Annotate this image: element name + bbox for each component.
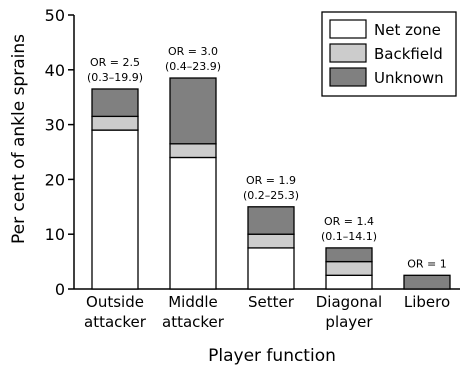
bar-segment-backfield: [91, 115, 139, 131]
legend-swatch: [329, 67, 367, 87]
x-tick-label: player: [325, 313, 373, 331]
bar-segment-unknown: [403, 274, 451, 290]
y-tick-label: 50: [45, 6, 65, 25]
bar-segment-net-zone: [91, 129, 139, 290]
annotation-label: OR = 3.0: [168, 45, 218, 58]
legend-entry: Net zone: [374, 21, 441, 39]
bar-segment-net-zone: [325, 274, 373, 290]
x-tick-label: Setter: [248, 293, 295, 311]
x-tick-label: attacker: [162, 313, 225, 331]
x-tick-label: attacker: [84, 313, 147, 331]
y-tick-label: 20: [45, 170, 65, 189]
bar-segment-unknown: [247, 206, 295, 235]
bar-segment-unknown: [91, 88, 139, 118]
bar-segment-net-zone: [169, 156, 217, 290]
category-labels: Outside attacker Middle attacker Setter Diago…: [84, 293, 450, 331]
legend-entry: Unknown: [374, 69, 444, 87]
bar-segment-backfield: [169, 143, 217, 159]
y-axis-title: Per cent of ankle sprains: [9, 34, 29, 244]
y-tick-label: 40: [45, 61, 65, 80]
annotation-label: (0.3–19.9): [87, 71, 143, 84]
y-tick-label: 30: [45, 116, 65, 135]
legend-entry: Backfield: [374, 45, 443, 63]
legend-swatch: [329, 19, 367, 39]
x-tick-label: Libero: [404, 293, 450, 311]
annotation-label: OR = 1: [407, 257, 447, 270]
x-axis-title: Player function: [208, 346, 336, 366]
legend-swatch: [329, 43, 367, 63]
annotations: OR = 2.5 (0.3–19.9) OR = 3.0 (0.4–23.9) OR =…: [87, 45, 447, 270]
bar-segment-backfield: [247, 233, 295, 249]
annotation-label: (0.1–14.1): [321, 230, 377, 243]
bar-segment-unknown: [169, 77, 217, 145]
legend: Net zone Backfield Unknown: [321, 11, 457, 97]
x-tick-label: Diagonal: [316, 293, 382, 311]
annotation-label: OR = 1.4: [324, 215, 374, 228]
bar-segment-net-zone: [247, 247, 295, 290]
x-tick-label: Middle: [168, 293, 218, 311]
bar-segment-unknown: [325, 247, 373, 263]
axes: 0 10 20 30 40 50: [45, 6, 460, 299]
x-tick-label: Outside: [86, 293, 144, 311]
bar-segment-backfield: [325, 260, 373, 276]
bars: [91, 77, 451, 290]
annotation-label: (0.2–25.3): [243, 189, 299, 202]
annotation-label: OR = 2.5: [90, 56, 140, 69]
annotation-label: OR = 1.9: [246, 174, 296, 187]
y-tick-label: 0: [55, 280, 65, 299]
annotation-label: (0.4–23.9): [165, 60, 221, 73]
y-tick-label: 10: [45, 225, 65, 244]
